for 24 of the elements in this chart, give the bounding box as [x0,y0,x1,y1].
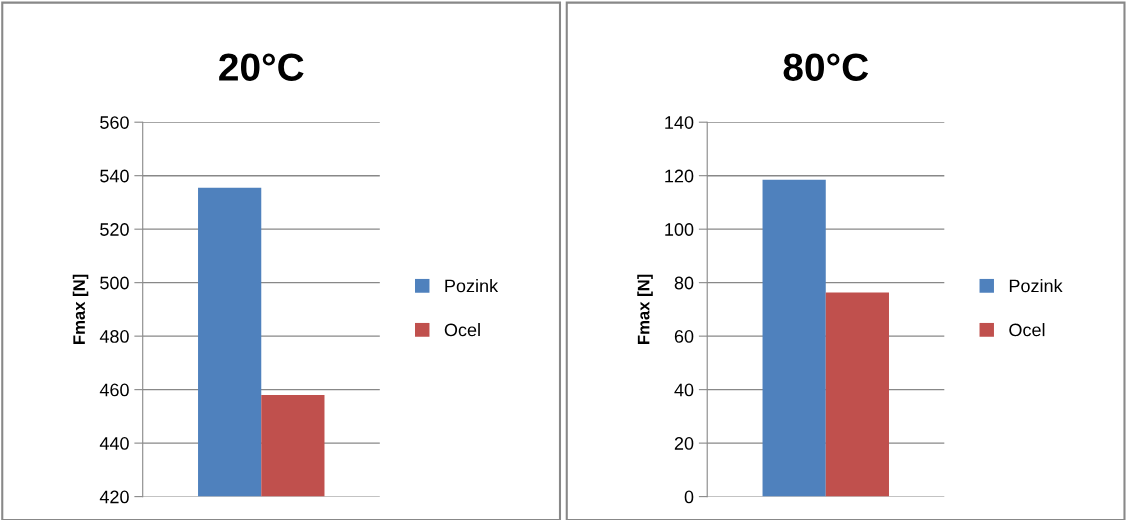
y-tick-label: 40 [674,383,694,397]
y-tick-label: 500 [100,276,129,290]
legend-label: Pozink [445,279,499,293]
y-tick-label: 560 [100,116,129,129]
y-tick-label: 20 [674,437,694,450]
y-tick-label: 460 [99,383,129,397]
y-tick-label: 520 [100,223,129,236]
y-tick-label: 120 [665,169,694,183]
y-tick-label: 440 [99,437,129,450]
y-tick-label: 480 [99,330,129,343]
legend-label: Pozink [1009,279,1063,293]
chart-title: 80°C [783,53,869,81]
y-tick-label: 140 [665,116,694,129]
y-tick-label: 420 [99,490,129,504]
y-tick-label: 60 [674,330,694,343]
legend-label: Ocel [1009,323,1045,337]
y-tick-label: 540 [100,169,129,183]
y-axis-title: Fmax [N] [72,274,89,344]
y-tick-label: 0 [684,490,694,504]
y-axis-title: Fmax [N] [637,274,653,344]
legend-label: Ocel [444,323,480,337]
chart-title: 20°C [219,53,304,81]
y-tick-label: 100 [665,223,694,236]
y-tick-label: 80 [674,276,694,290]
